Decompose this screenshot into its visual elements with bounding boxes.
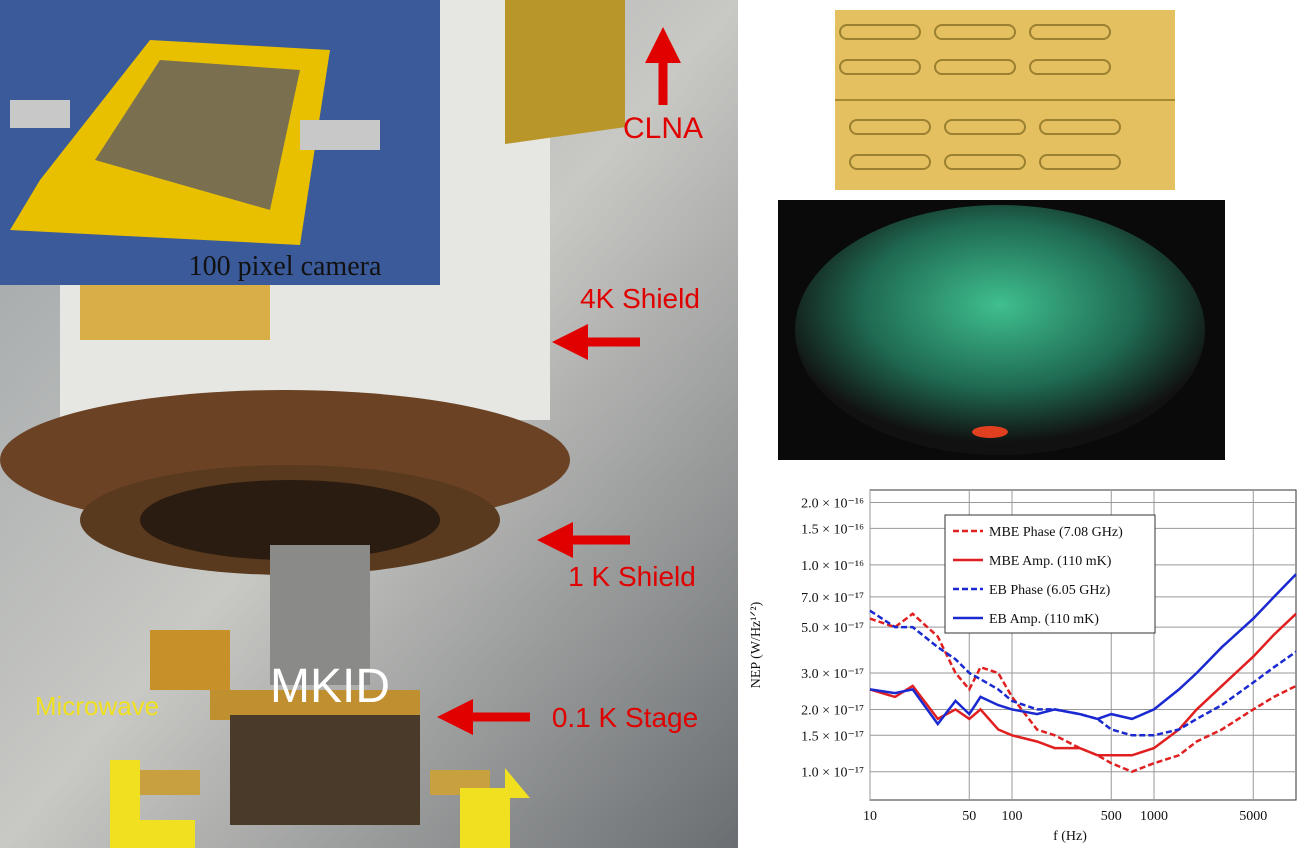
y-tick-label: 5.0 × 10⁻¹⁷ (801, 621, 864, 636)
y-tick-label: 7.0 × 10⁻¹⁷ (801, 591, 864, 606)
x-tick-label: 500 (1101, 809, 1122, 824)
rheed-image (778, 200, 1225, 460)
legend-label: EB Amp. (110 mK) (989, 612, 1099, 627)
y-tick-label: 2.0 × 10⁻¹⁷ (801, 703, 864, 718)
legend-label: MBE Phase (7.08 GHz) (989, 525, 1123, 540)
photo-label: 1 K Shield (568, 561, 696, 592)
legend-label: MBE Amp. (110 mK) (989, 554, 1112, 569)
page: 100 pixel camera CLNA 4K Shield 1 K Shie… (0, 0, 1298, 848)
x-tick-label: 50 (962, 809, 976, 824)
x-tick-label: 100 (1002, 809, 1023, 824)
y-tick-label: 2.0 × 10⁻¹⁶ (801, 497, 864, 512)
figure: 100 pixel camera CLNA 4K Shield 1 K Shie… (0, 0, 1298, 848)
photo-label: Microwave (35, 691, 159, 721)
x-axis-label: f (Hz) (1053, 829, 1087, 844)
y-tick-label: 1.0 × 10⁻¹⁷ (801, 766, 864, 781)
camera-inset (0, 0, 440, 285)
legend-label: EB Phase (6.05 GHz) (989, 583, 1111, 598)
photo-label: 0.1 K Stage (552, 702, 698, 733)
photo-label: CLNA (623, 112, 703, 145)
photo-label: MKID (270, 660, 390, 713)
x-tick-label: 5000 (1239, 809, 1267, 824)
photo-label: 100 pixel camera (189, 251, 382, 282)
y-axis-label: NEP (W/Hz¹ᐟ²) (749, 601, 764, 688)
y-tick-label: 1.0 × 10⁻¹⁶ (801, 559, 864, 574)
photo-label: 4K Shield (580, 283, 700, 314)
x-tick-label: 1000 (1140, 809, 1168, 824)
y-tick-label: 1.5 × 10⁻¹⁷ (801, 729, 864, 744)
y-tick-label: 3.0 × 10⁻¹⁷ (801, 667, 864, 682)
y-tick-label: 1.5 × 10⁻¹⁶ (801, 522, 864, 537)
x-tick-label: 10 (863, 809, 877, 824)
micrograph (835, 10, 1175, 190)
